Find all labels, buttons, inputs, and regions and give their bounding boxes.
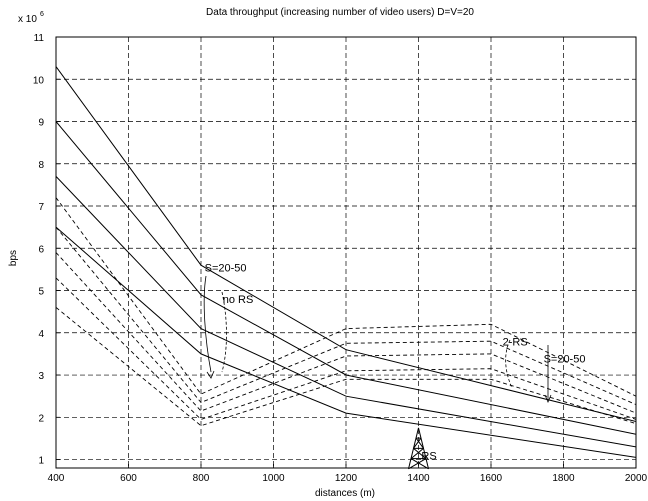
x-tick-label: 600: [120, 473, 137, 484]
series-line-3: [55, 176, 637, 448]
y-multiplier-exponent: 6: [40, 11, 44, 18]
y-axis-label: bps: [8, 250, 19, 266]
annotation-bracket-left: [221, 291, 227, 373]
annotation-1: S=20-50: [205, 263, 247, 275]
y-tick-label: 2: [38, 413, 44, 424]
x-axis-label: distances (m): [315, 488, 375, 499]
series-line-5: [55, 197, 637, 397]
relay-tower-icon: [408, 427, 429, 470]
x-tick-label: 1400: [407, 473, 430, 484]
y-tick-label: 9: [38, 118, 44, 129]
x-tick-label: 1600: [480, 473, 503, 484]
x-tick-label: 800: [193, 473, 210, 484]
y-tick-label: 7: [38, 202, 44, 213]
annotation-4: S=20-50: [544, 353, 586, 365]
series-line-9: [55, 307, 637, 427]
y-tick-label: 11: [34, 33, 45, 44]
annotation-bracket-right: [505, 339, 513, 389]
arrowhead-right: [544, 394, 552, 404]
x-tick-label: 1200: [335, 473, 358, 484]
series-line-4: [55, 226, 637, 458]
y-tick-label: 4: [38, 329, 44, 340]
series-line-7: [55, 252, 637, 414]
annotation-3: 2-RS: [503, 336, 528, 348]
y-tick-label: 3: [38, 371, 44, 382]
y-tick-label: 6: [38, 244, 44, 255]
y-tick-label: 10: [33, 75, 45, 86]
series-line-6: [55, 226, 637, 406]
x-tick-label: 2000: [625, 473, 648, 484]
series-line-2: [55, 121, 637, 435]
series-line-1: [55, 66, 637, 422]
x-tick-label: 1800: [552, 473, 575, 484]
annotation-5: RS: [421, 451, 436, 463]
series-line-8: [55, 277, 637, 420]
y-multiplier-label: x 10: [18, 14, 37, 25]
y-tick-label: 8: [38, 160, 44, 171]
x-tick-label: 400: [48, 473, 65, 484]
y-tick-label: 1: [38, 456, 44, 467]
chart-title: Data throughput (increasing number of vi…: [206, 7, 474, 18]
arrowhead-left: [206, 370, 215, 379]
y-tick-label: 5: [38, 287, 44, 298]
annotation-2: no RS: [223, 294, 254, 306]
x-tick-label: 1000: [262, 473, 285, 484]
plot-frame: [55, 36, 637, 469]
annotation-arrow-left: [203, 275, 212, 373]
